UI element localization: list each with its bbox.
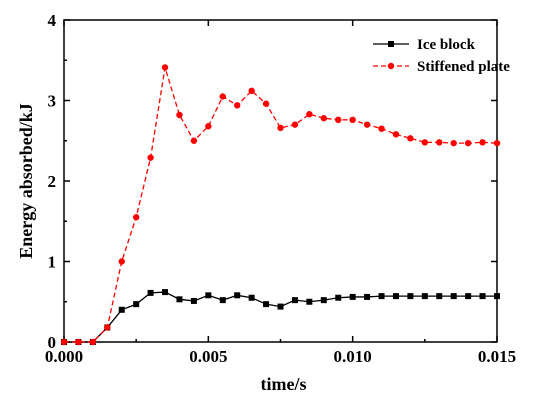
- data-point: [234, 102, 241, 109]
- data-point: [176, 296, 183, 303]
- series-layer: [60, 64, 501, 346]
- data-point: [465, 293, 472, 300]
- data-point: [306, 110, 313, 118]
- data-point: [118, 258, 125, 265]
- data-point: [291, 297, 298, 304]
- data-point: [248, 294, 255, 301]
- data-point: [234, 292, 241, 299]
- data-point: [205, 292, 212, 299]
- data-point: [392, 293, 399, 300]
- data-point: [248, 87, 255, 95]
- data-point: [147, 289, 154, 296]
- y-tick-label: 2: [48, 172, 57, 191]
- data-point: [421, 139, 429, 146]
- data-point: [450, 139, 457, 147]
- series-ice-block: [61, 289, 500, 345]
- x-tick-label: 0.000: [45, 347, 83, 366]
- x-tick-label: 0.015: [478, 347, 516, 366]
- data-point: [450, 293, 457, 300]
- data-point: [190, 297, 197, 304]
- data-point: [335, 294, 342, 301]
- data-point: [190, 137, 198, 144]
- legend-label: Ice block: [417, 37, 476, 53]
- y-axis-title: Energy absorbed/kJ: [16, 103, 36, 259]
- series-stiffened-plate: [60, 64, 501, 346]
- data-point: [392, 131, 400, 138]
- data-point: [262, 100, 270, 107]
- data-point: [378, 125, 385, 132]
- legend: Ice block Stiffened plate: [373, 37, 510, 75]
- y-tick-label: 0: [48, 333, 57, 352]
- data-point: [364, 293, 371, 300]
- data-point: [320, 297, 327, 304]
- data-point: [277, 303, 284, 310]
- data-point: [277, 124, 284, 132]
- data-point: [494, 293, 500, 300]
- data-point: [89, 338, 97, 346]
- data-point: [60, 338, 68, 346]
- data-point: [407, 293, 414, 300]
- data-point: [205, 123, 212, 130]
- data-point: [263, 301, 270, 308]
- data-point: [335, 116, 342, 124]
- data-point: [349, 116, 356, 124]
- data-point: [306, 298, 313, 305]
- data-point: [421, 293, 428, 300]
- data-point: [436, 293, 443, 300]
- data-point: [479, 293, 486, 300]
- data-point: [104, 324, 111, 331]
- data-point: [118, 306, 125, 313]
- x-tick-label: 0.010: [334, 347, 372, 366]
- data-point: [407, 135, 414, 142]
- data-point: [320, 115, 327, 122]
- data-point: [147, 154, 154, 161]
- data-point: [162, 289, 169, 296]
- y-tick-label: 3: [48, 92, 57, 111]
- data-point: [363, 121, 371, 128]
- data-point: [75, 338, 82, 346]
- data-point: [161, 64, 169, 71]
- legend-item: Stiffened plate: [373, 59, 510, 75]
- legend-swatch-marker: [388, 41, 394, 47]
- data-point: [378, 293, 385, 300]
- data-point: [133, 301, 140, 308]
- data-point: [436, 139, 443, 146]
- data-point: [291, 121, 299, 128]
- legend-label: Stiffened plate: [417, 59, 510, 75]
- data-point: [464, 139, 472, 147]
- data-point: [219, 93, 226, 100]
- y-tick-label: 4: [48, 11, 57, 30]
- axes: 0.000 0.005 0.010 0.015 0 1 2 3 4 time/s Energy ab…: [16, 11, 516, 394]
- data-point: [479, 139, 486, 146]
- y-tick-label: 1: [48, 253, 57, 272]
- data-point: [493, 139, 501, 147]
- data-point: [132, 214, 140, 221]
- legend-item: Ice block: [373, 37, 476, 53]
- series-line: [64, 291, 497, 343]
- x-axis-title: time/s: [261, 374, 307, 394]
- data-point: [176, 111, 183, 119]
- x-tick-label: 0.005: [189, 347, 227, 366]
- data-point: [219, 297, 226, 304]
- legend-swatch-marker: [387, 62, 395, 70]
- data-point: [349, 293, 356, 300]
- series-line: [64, 67, 498, 343]
